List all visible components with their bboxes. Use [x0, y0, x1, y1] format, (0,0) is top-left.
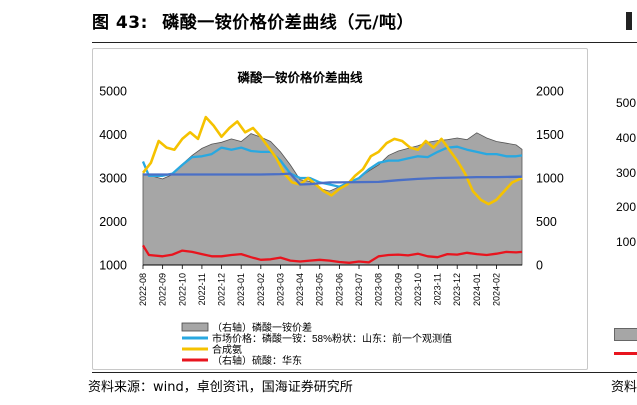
x-tick-label: 2023-06: [334, 273, 344, 306]
figure-title: 图 43: 磷酸一铵价格价差曲线（元/吨）: [92, 8, 414, 33]
x-tick-label: 2023-04: [295, 273, 305, 306]
spread-area-layer: [142, 132, 523, 266]
x-tick-label: 2024-01: [472, 273, 482, 306]
x-tick-label: 2022-08: [138, 273, 148, 306]
y-left-tick-label: 3000: [99, 172, 127, 186]
y-left-tick-label: 1000: [99, 259, 127, 273]
y-right-tick-label: 1000: [536, 172, 564, 186]
series-lines-layer: [141, 115, 523, 264]
source-note: 资料来源：wind，卓创资讯，国海证券研究所: [88, 380, 353, 395]
figure-label: 图 43:: [92, 13, 148, 33]
figure-title-text: 磷酸一铵价格价差曲线（元/吨）: [162, 13, 415, 33]
x-tick-label: 2024-02: [492, 273, 502, 306]
x-tick-label: 2023-02: [256, 273, 266, 306]
x-tick-label: 2022-12: [217, 273, 227, 306]
x-tick-label: 2022-09: [158, 273, 168, 306]
x-tick-label: 2022-10: [177, 273, 187, 306]
next-figure-tick: 200: [616, 200, 637, 214]
next-figure-legend-swatch: [614, 328, 637, 341]
y-right-tick-label: 2000: [536, 85, 564, 99]
x-tick-label: 2023-05: [315, 273, 325, 306]
next-figure-source-fragment: 资料: [611, 380, 637, 395]
series-area-spread: [142, 132, 523, 266]
series-line-1: [141, 145, 523, 188]
next-figure-peek: 500 400 300 200 100: [600, 80, 637, 380]
top-rule: [92, 42, 637, 43]
legend-label: （右轴）硫酸：华东: [212, 354, 302, 367]
x-tick-label: 2023-10: [413, 273, 423, 306]
chart-title: 磷酸一铵价格价差曲线: [237, 70, 363, 85]
next-figure-tick: 400: [616, 131, 637, 145]
y-right-tick-label: 0: [536, 259, 543, 273]
legend-label: （右轴）磷酸一铵价差: [212, 321, 312, 334]
x-tick-label: 2023-11: [433, 273, 443, 305]
y-left-tick-label: 5000: [99, 85, 127, 99]
series-line-3: [142, 244, 523, 264]
series-line-2: [141, 115, 523, 206]
x-tick-label: 2023-09: [393, 273, 403, 306]
next-figure-tick: 500: [616, 96, 637, 110]
series-line-4: [143, 172, 523, 186]
bottom-rule: [92, 372, 637, 373]
legend-label: 市场价格：磷酸一铵：58%粉状：山东：前一个观测值: [212, 332, 452, 345]
y-left-tick-label: 4000: [99, 128, 127, 142]
x-tick-label: 2023-07: [354, 273, 364, 306]
axes-layer: 1000 2000 3000 4000 5000 0 500 1000 1500 2000 2022…: [99, 85, 564, 307]
x-tick-label: 2023-01: [236, 273, 246, 306]
x-tick-label: 2022-11: [197, 273, 207, 305]
next-figure-tick: 100: [616, 235, 637, 249]
legend-swatch: [181, 322, 209, 332]
next-figure-tick: 300: [616, 166, 637, 180]
legend-label: 合成氨: [212, 343, 242, 356]
legend: （右轴）磷酸一铵价差市场价格：磷酸一铵：58%粉状：山东：前一个观测值合成氨（右…: [181, 321, 452, 367]
y-right-tick-label: 500: [536, 215, 557, 229]
chart-panel: [92, 48, 588, 370]
x-tick-label: 2023-03: [276, 273, 286, 306]
next-figure-title-fragment: [626, 12, 632, 30]
x-tick-label: 2023-08: [374, 273, 384, 306]
y-left-tick-label: 2000: [99, 215, 127, 229]
x-tick-label: 2023-12: [452, 273, 462, 306]
next-figure-legend-line: [614, 352, 637, 355]
y-right-tick-label: 1500: [536, 128, 564, 142]
